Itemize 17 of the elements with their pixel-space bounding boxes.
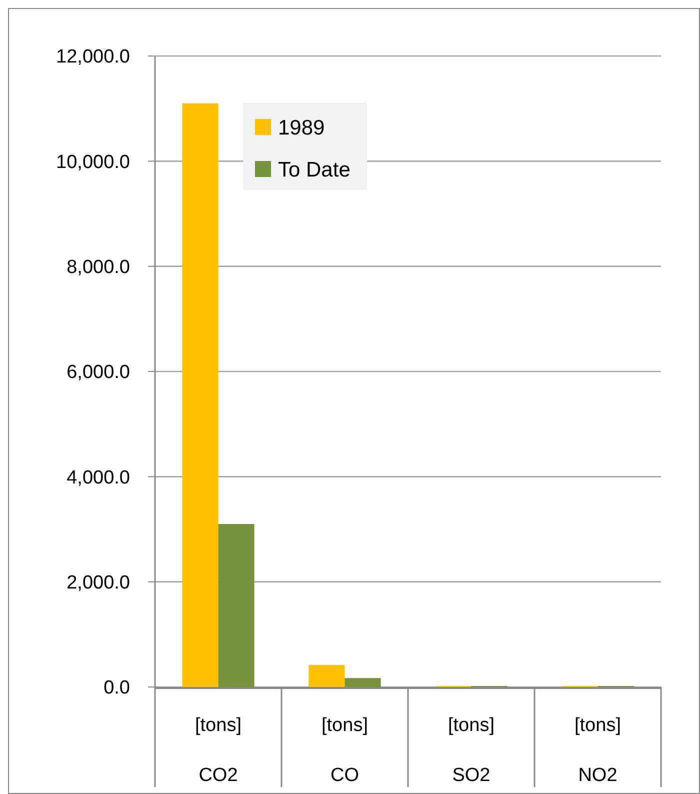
bar <box>218 524 254 687</box>
category-label: [tons] NO2 <box>574 715 621 786</box>
category-label: [tons] CO2 <box>195 715 242 786</box>
y-tick-label: 2,000.0 <box>66 572 130 594</box>
y-tick-label: 4,000.0 <box>66 467 130 488</box>
y-tick-label: 0.0 <box>104 678 130 699</box>
category-label: [tons] CO <box>322 715 368 786</box>
category-label: [tons] SO2 <box>448 715 494 786</box>
legend-label: 1989 <box>278 116 325 140</box>
bar <box>308 664 345 687</box>
legend-label: To Date <box>278 158 350 182</box>
y-tick-label: 12,000.0 <box>56 46 130 68</box>
y-tick-label: 8,000.0 <box>66 256 130 278</box>
bar <box>344 678 381 687</box>
y-tick-label: 6,000.0 <box>66 362 130 384</box>
bar <box>182 103 218 687</box>
y-tick-label: 10,000.0 <box>56 152 130 173</box>
